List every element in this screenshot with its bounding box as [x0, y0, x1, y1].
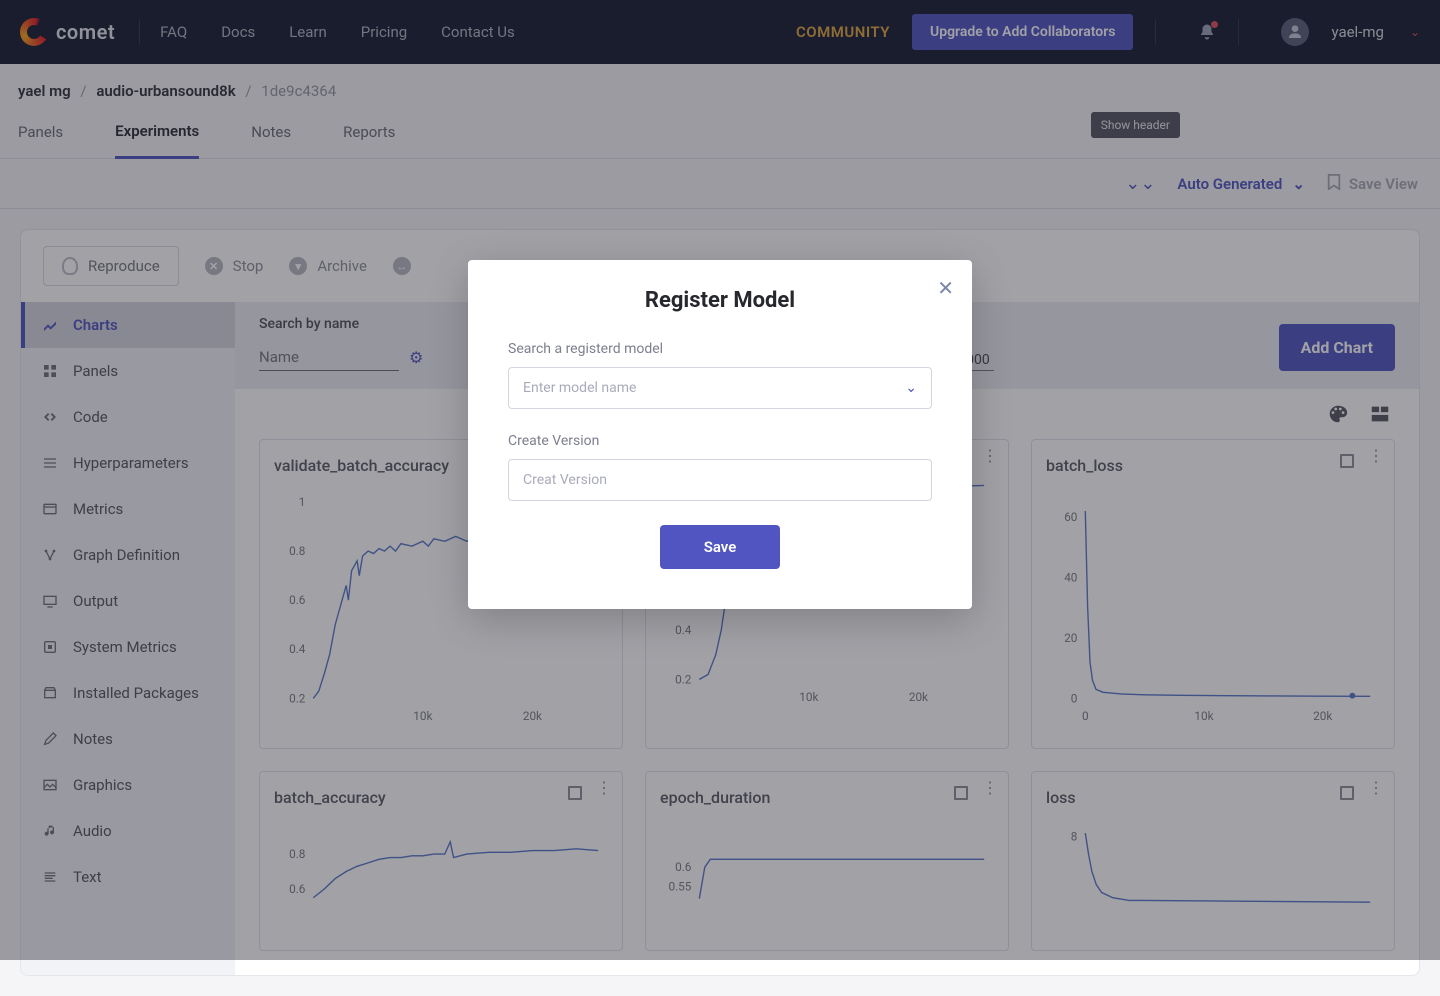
version-input[interactable]: [523, 472, 917, 488]
modal-version-label: Create Version: [508, 433, 932, 449]
register-model-modal: ✕ Register Model Search a registerd mode…: [468, 260, 972, 609]
chevron-down-icon[interactable]: ⌄: [905, 380, 917, 396]
model-name-select[interactable]: ⌄: [508, 367, 932, 409]
modal-scrim[interactable]: ✕ Register Model Search a registerd mode…: [0, 0, 1440, 960]
close-icon[interactable]: ✕: [937, 276, 954, 300]
modal-search-label: Search a registerd model: [508, 341, 932, 357]
model-name-input[interactable]: [523, 380, 905, 396]
version-field[interactable]: [508, 459, 932, 501]
modal-title: Register Model: [508, 288, 932, 313]
save-button[interactable]: Save: [660, 525, 781, 569]
